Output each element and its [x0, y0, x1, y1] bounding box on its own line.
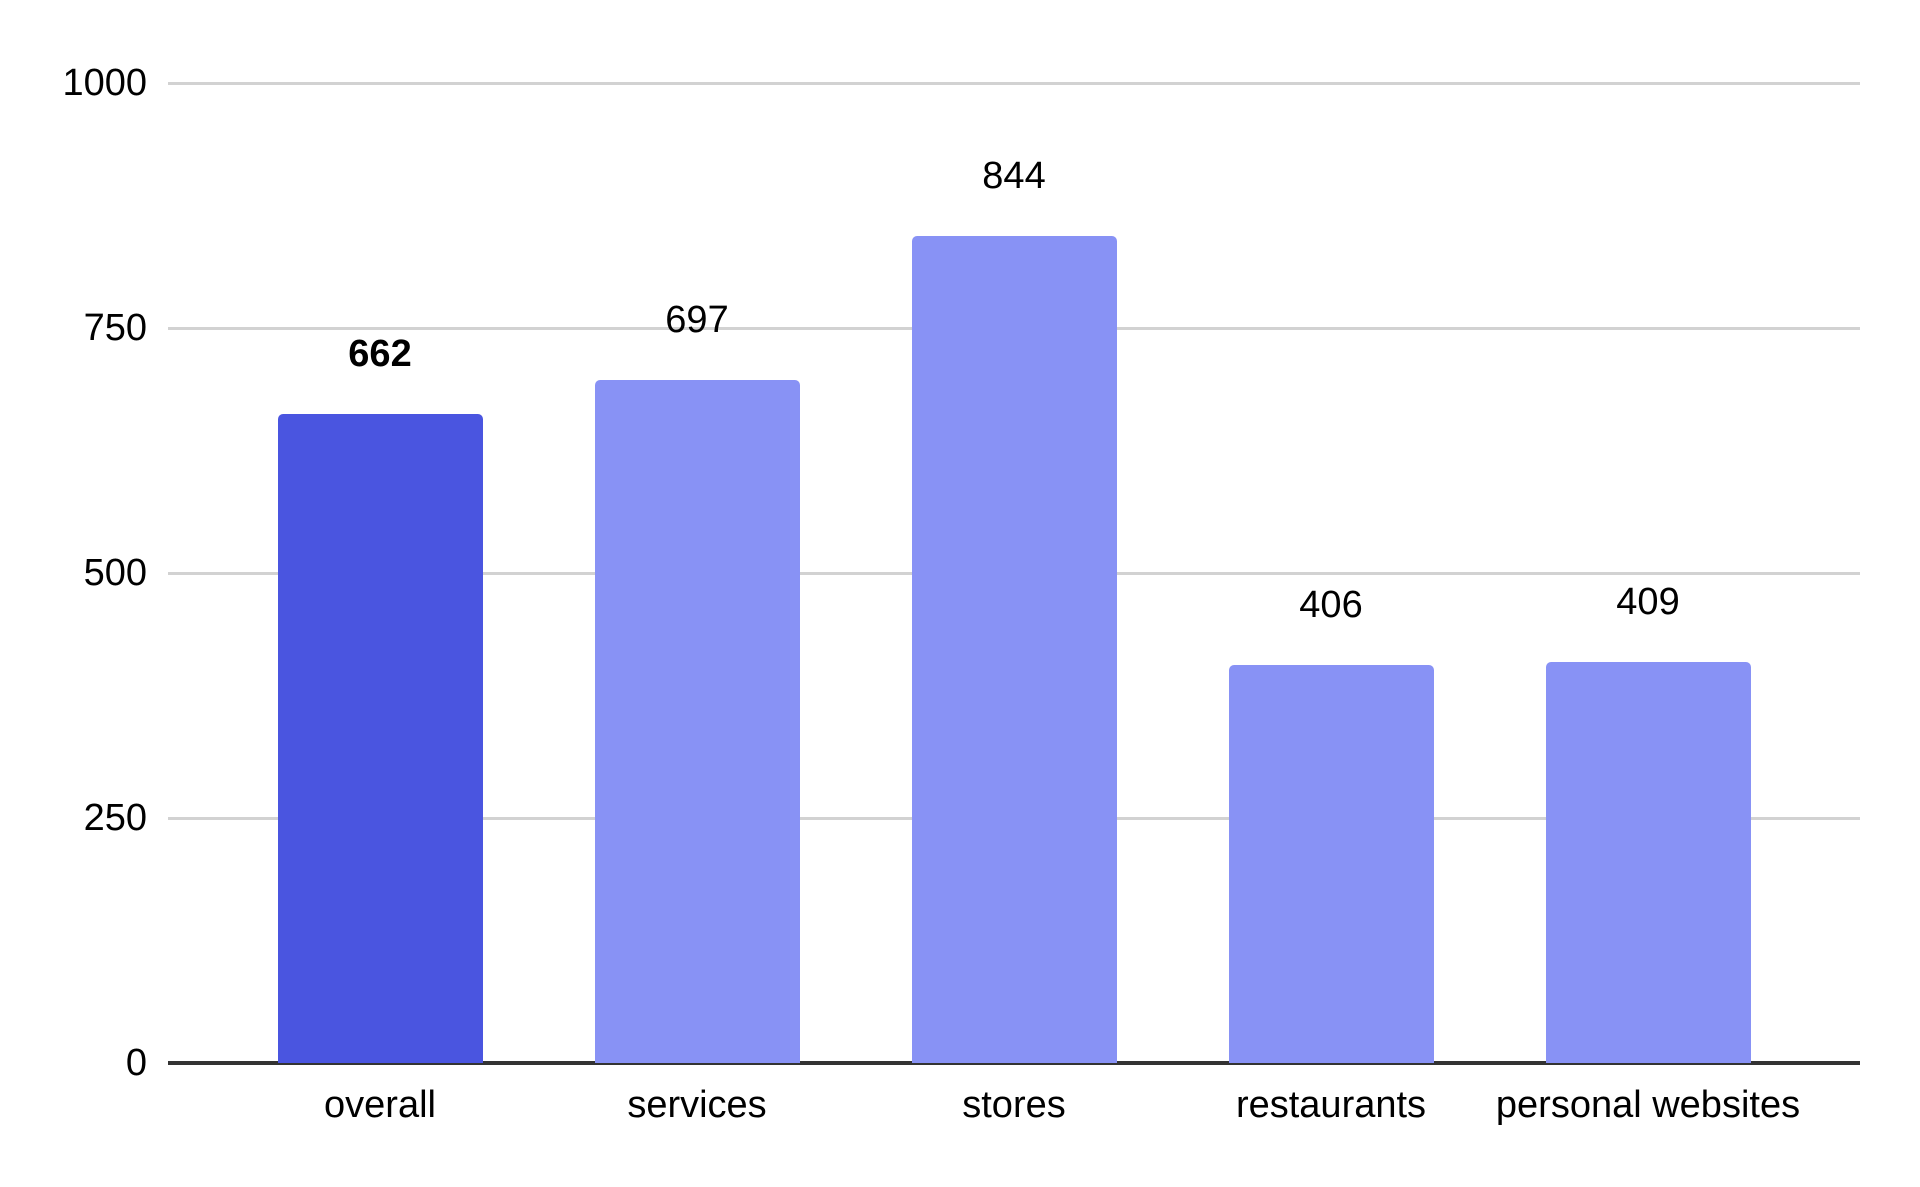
bar-personal-websites	[1545, 662, 1751, 1063]
y-tick-label: 250	[83, 797, 147, 839]
x-tick-label-stores: stores	[962, 1084, 1066, 1126]
bar-value-label-services: 697	[665, 298, 729, 341]
y-tick-label: 1000	[62, 62, 147, 104]
x-tick-label-restaurants: restaurants	[1235, 1084, 1427, 1126]
bar-value-label-overall: 662	[348, 333, 412, 376]
y-tick-label: 750	[83, 307, 147, 349]
bar-overall	[277, 414, 483, 1063]
bar-stores	[911, 235, 1117, 1063]
bar-value-label-stores: 844	[982, 154, 1046, 197]
y-tick-label: 0	[125, 1042, 147, 1084]
x-axis-line	[168, 1061, 1860, 1065]
bar-value-label-personal-websites: 409	[1616, 581, 1680, 624]
y-gridline	[168, 81, 1860, 85]
bar-restaurants	[1228, 665, 1434, 1063]
bar-value-label-restaurants: 406	[1299, 584, 1363, 627]
y-tick-label: 500	[83, 552, 147, 594]
x-tick-label-personal-websites: personal websites	[1495, 1084, 1801, 1126]
x-tick-label-overall: overall	[324, 1084, 436, 1126]
x-tick-label-services: services	[627, 1084, 767, 1126]
bar-services	[594, 379, 800, 1063]
